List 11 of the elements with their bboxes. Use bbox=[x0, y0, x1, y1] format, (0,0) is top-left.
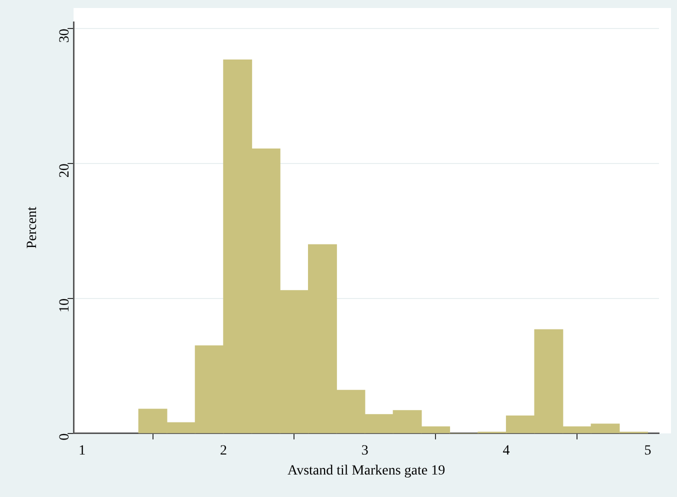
x-tick-label: 3 bbox=[361, 443, 368, 458]
y-tick-label: 20 bbox=[57, 164, 72, 178]
x-axis-title: Avstand til Markens gate 19 bbox=[287, 463, 446, 478]
x-tick-label: 5 bbox=[644, 443, 652, 458]
x-tick-label: 2 bbox=[220, 443, 227, 458]
y-tick-label: 0 bbox=[57, 433, 72, 440]
y-tick-label: 10 bbox=[57, 298, 72, 313]
y-axis-title: Percent bbox=[25, 206, 40, 249]
y-tick-label: 30 bbox=[57, 28, 72, 43]
x-tick-label: 1 bbox=[78, 443, 86, 458]
x-tick-label: 4 bbox=[502, 443, 510, 458]
